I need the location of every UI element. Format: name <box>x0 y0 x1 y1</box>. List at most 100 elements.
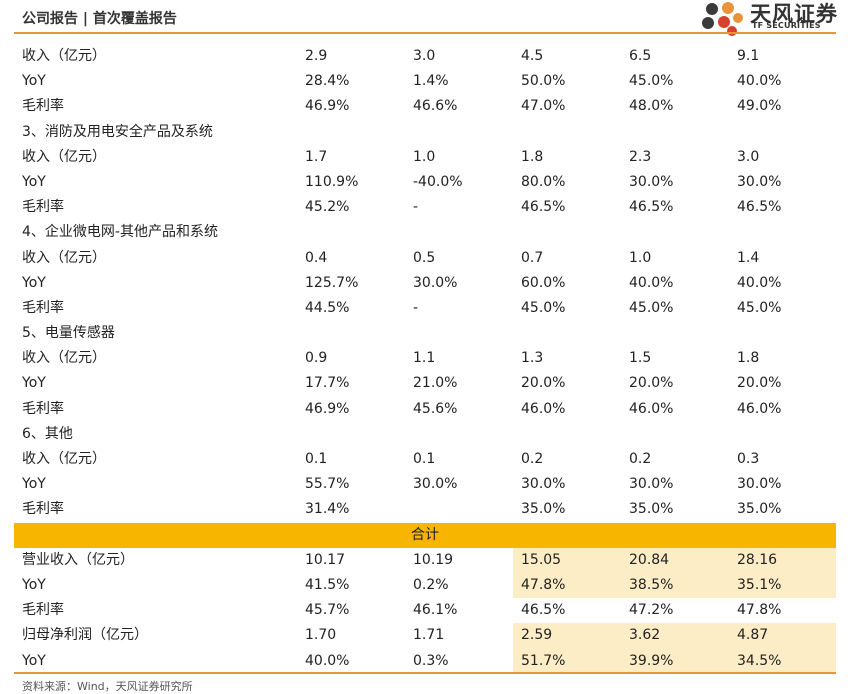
value-cell: 28.16 <box>737 551 778 568</box>
value-cell: 125.7% <box>305 274 359 291</box>
row-label: YoY <box>22 375 46 392</box>
value-cell: 47.8% <box>521 576 566 593</box>
value-cell: 44.5% <box>305 299 350 316</box>
section-row: 4、企业微电网-其他产品和系统 <box>14 220 836 245</box>
value-cell: 46.5% <box>521 199 566 216</box>
value-cell: - <box>413 199 419 216</box>
value-cell: 0.2% <box>413 576 449 593</box>
value-cell: 46.5% <box>521 602 566 619</box>
row-label: YoY <box>22 476 46 493</box>
value-cell: 46.5% <box>737 199 782 216</box>
value-cell: 45.0% <box>629 299 674 316</box>
row-label: 归母净利润（亿元） <box>22 627 148 644</box>
value-cell: 0.3 <box>737 451 760 467</box>
table-row: 毛利率 44.5% - 45.0% 45.0% 45.0% <box>14 296 836 321</box>
row-label: 收入（亿元） <box>22 48 106 64</box>
section-label: 3、消防及用电安全产品及系统 <box>22 123 213 140</box>
value-cell: 2.3 <box>629 148 652 165</box>
value-cell: 1.5 <box>629 350 652 367</box>
value-cell: 46.0% <box>521 400 566 417</box>
value-cell: 45.0% <box>737 299 782 316</box>
value-cell: 47.8% <box>737 602 782 619</box>
value-cell: 55.7% <box>305 476 350 493</box>
value-cell: 1.4 <box>737 249 760 266</box>
table-row: 营业收入（亿元） 10.17 10.19 15.05 20.84 28.16 <box>14 547 836 573</box>
forecast-highlight <box>513 623 621 649</box>
row-label: 毛利率 <box>22 400 64 417</box>
value-cell: 30.0% <box>413 476 458 493</box>
value-cell: 0.5 <box>413 249 436 266</box>
value-cell: 4.87 <box>737 627 769 644</box>
value-cell: 46.0% <box>737 400 782 417</box>
value-cell: 1.1 <box>413 350 436 367</box>
row-label: 收入（亿元） <box>22 148 106 165</box>
value-cell: 2.9 <box>305 48 328 64</box>
value-cell: 1.3 <box>521 350 544 367</box>
value-cell: - <box>413 299 419 316</box>
value-cell: 3.62 <box>629 627 661 644</box>
value-cell: 0.1 <box>413 451 436 467</box>
value-cell: 1.70 <box>305 627 337 644</box>
value-cell: 46.9% <box>305 98 350 115</box>
forecast-highlight <box>729 623 836 649</box>
value-cell: 4.5 <box>521 48 544 64</box>
table-row: 归母净利润（亿元） 1.70 1.71 2.59 3.62 4.87 <box>14 623 836 649</box>
table-row: 毛利率 46.9% 45.6% 46.0% 46.0% 46.0% <box>14 397 836 422</box>
logo-english-text: TF SECURITIES <box>752 21 821 30</box>
value-cell: 20.0% <box>521 375 566 392</box>
logo-mark-icon <box>702 2 743 36</box>
value-cell: 20.0% <box>737 375 782 392</box>
value-cell: 40.0% <box>629 274 674 291</box>
row-label: 收入（亿元） <box>22 249 106 266</box>
value-cell: 46.9% <box>305 400 350 417</box>
value-cell: 41.5% <box>305 576 350 593</box>
report-title: 公司报告 | 首次覆盖报告 <box>22 11 177 27</box>
value-cell: 30.0% <box>629 173 674 190</box>
section-label: 4、企业微电网-其他产品和系统 <box>22 224 218 241</box>
value-cell: 10.19 <box>413 551 454 568</box>
section-row: 3、消防及用电安全产品及系统 <box>14 120 836 145</box>
value-cell: 0.7 <box>521 249 544 266</box>
row-label: YoY <box>22 73 46 90</box>
forecast-highlight <box>621 623 729 649</box>
section-label: 6、其他 <box>22 425 73 442</box>
forecast-highlight <box>621 547 729 573</box>
value-cell: 35.1% <box>737 576 782 593</box>
row-label: YoY <box>22 652 46 669</box>
table-row: YoY 40.0% 0.3% 51.7% 39.9% 34.5% <box>14 648 836 674</box>
row-label: 毛利率 <box>22 199 64 216</box>
value-cell: 39.9% <box>629 652 674 669</box>
row-label: 毛利率 <box>22 501 64 518</box>
value-cell: 110.9% <box>305 173 359 190</box>
value-cell: 0.9 <box>305 350 328 367</box>
value-cell: 80.0% <box>521 173 566 190</box>
table-row: 收入（亿元） 0.4 0.5 0.7 1.0 1.4 <box>14 246 836 271</box>
value-cell: 10.17 <box>305 551 346 568</box>
row-label: 营业收入（亿元） <box>22 551 134 568</box>
value-cell: 20.0% <box>629 375 674 392</box>
forecast-highlight <box>729 648 836 674</box>
row-label: YoY <box>22 274 46 291</box>
value-cell: 1.8 <box>737 350 760 367</box>
table-row: 收入（亿元） 0.9 1.1 1.3 1.5 1.8 <box>14 346 836 371</box>
row-label: 收入（亿元） <box>22 350 106 367</box>
value-cell: 17.7% <box>305 375 350 392</box>
value-cell: 3.0 <box>413 48 436 64</box>
row-label: 毛利率 <box>22 602 64 619</box>
value-cell: 31.4% <box>305 501 350 518</box>
value-cell: 1.0 <box>629 249 652 266</box>
total-header-row: 合计 <box>14 522 836 548</box>
value-cell: 40.0% <box>305 652 350 669</box>
table-row: 毛利率 46.9% 46.6% 47.0% 48.0% 49.0% <box>14 94 836 119</box>
source-note: 资料来源：Wind，天风证券研究所 <box>22 680 193 693</box>
value-cell: 9.1 <box>737 48 760 64</box>
row-label: 收入（亿元） <box>22 451 106 467</box>
value-cell: 40.0% <box>737 73 782 90</box>
logo-chinese-text: 天风证券 <box>750 2 838 26</box>
value-cell: 45.7% <box>305 602 350 619</box>
value-cell: 46.6% <box>413 98 458 115</box>
value-cell: 50.0% <box>521 73 566 90</box>
forecast-highlight <box>729 547 836 573</box>
value-cell: 1.71 <box>413 627 445 644</box>
forecast-highlight <box>729 572 836 599</box>
